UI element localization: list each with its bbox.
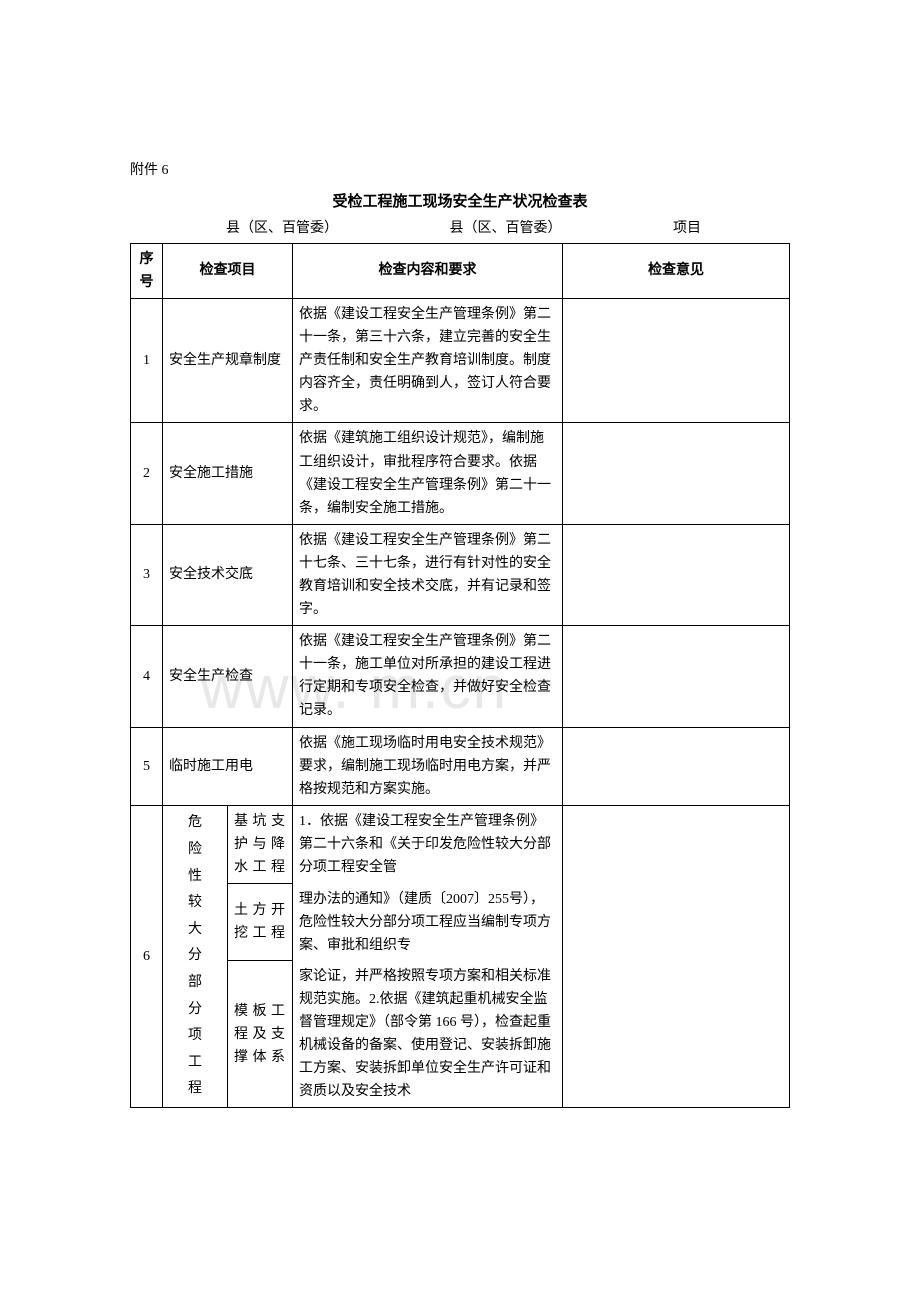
- document-content: 附件 6 受检工程施工现场安全生产状况检查表 县（区、百管委） 县（区、百管委）…: [130, 160, 790, 1108]
- header-opinion: 检查意见: [563, 243, 790, 298]
- document-title: 受检工程施工现场安全生产状况检查表: [130, 190, 790, 214]
- cell-item: 安全生产检查: [163, 626, 293, 727]
- cell-opinion: [563, 805, 790, 1108]
- header-seq: 序号: [131, 243, 163, 298]
- cell-content: 依据《建筑施工组织设计规范》，编制施工组织设计，审批程序符合要求。依据《建设工程…: [293, 423, 563, 524]
- main-item-text: 危险性较大分部分项工程: [188, 815, 202, 1096]
- cell-item: 安全施工措施: [163, 423, 293, 524]
- cell-item: 临时施工用电: [163, 727, 293, 805]
- table-row: 3 安全技术交底 依据《建设工程安全生产管理条例》第二十七条、三十七条，进行有针…: [131, 524, 790, 625]
- cell-opinion: [563, 626, 790, 727]
- cell-content: 依据《建设工程安全生产管理条例》第二十一条，第三十六条，建立完善的安全生产责任制…: [293, 298, 563, 422]
- cell-seq: 4: [131, 626, 163, 727]
- cell-content-b: 理办法的通知》（建质〔2007〕255号），危险性较大分部分项工程应当编制专项方…: [293, 884, 563, 961]
- header-content: 检查内容和要求: [293, 243, 563, 298]
- cell-opinion: [563, 298, 790, 422]
- cell-main-item: 危险性较大分部分项工程: [163, 805, 228, 1108]
- cell-item: 安全技术交底: [163, 524, 293, 625]
- cell-seq: 1: [131, 298, 163, 422]
- cell-item: 安全生产规章制度: [163, 298, 293, 422]
- table-row: 6 危险性较大分部分项工程 基坑支护与降水工程 1．依据《建设工程安全生产管理条…: [131, 805, 790, 883]
- table-row: 1 安全生产规章制度 依据《建设工程安全生产管理条例》第二十一条，第三十六条，建…: [131, 298, 790, 422]
- cell-opinion: [563, 524, 790, 625]
- inspection-table: 序号 检查项目 检查内容和要求 检查意见 1 安全生产规章制度 依据《建设工程安…: [130, 243, 790, 1109]
- attachment-label: 附件 6: [130, 160, 790, 182]
- cell-opinion: [563, 727, 790, 805]
- cell-content: 依据《建设工程安全生产管理条例》第二十一条，施工单位对所承担的建设工程进行定期和…: [293, 626, 563, 727]
- table-row: 4 安全生产检查 依据《建设工程安全生产管理条例》第二十一条，施工单位对所承担的…: [131, 626, 790, 727]
- cell-opinion: [563, 423, 790, 524]
- cell-seq: 3: [131, 524, 163, 625]
- cell-seq: 5: [131, 727, 163, 805]
- cell-content-c: 家论证，并严格按照专项方案和相关标准规范实施。2.依据《建筑起重机械安全监督管理…: [293, 961, 563, 1108]
- cell-content: 依据《施工现场临时用电安全技术规范》要求，编制施工现场临时用电方案，并严格按规范…: [293, 727, 563, 805]
- cell-content: 依据《建设工程安全生产管理条例》第二十七条、三十七条，进行有针对性的安全教育培训…: [293, 524, 563, 625]
- header-item: 检查项目: [163, 243, 293, 298]
- subtitle-row: 县（区、百管委） 县（区、百管委） 项目: [130, 218, 790, 240]
- table-row: 5 临时施工用电 依据《施工现场临时用电安全技术规范》要求，编制施工现场临时用电…: [131, 727, 790, 805]
- cell-sub-item-a: 基坑支护与降水工程: [228, 805, 293, 883]
- table-header-row: 序号 检查项目 检查内容和要求 检查意见: [131, 243, 790, 298]
- cell-seq: 6: [131, 805, 163, 1108]
- cell-sub-item-b: 土方开挖工程: [228, 884, 293, 961]
- subtitle-part3: 项目: [673, 218, 701, 240]
- cell-seq: 2: [131, 423, 163, 524]
- subtitle-part1: 县（区、百管委）: [226, 218, 446, 240]
- cell-content-a: 1．依据《建设工程安全生产管理条例》第二十六条和《关于印发危险性较大分部分项工程…: [293, 805, 563, 883]
- subtitle-part2: 县（区、百管委）: [450, 218, 670, 240]
- table-row: 2 安全施工措施 依据《建筑施工组织设计规范》，编制施工组织设计，审批程序符合要…: [131, 423, 790, 524]
- cell-sub-item-c: 模板工程及支撑体系: [228, 961, 293, 1108]
